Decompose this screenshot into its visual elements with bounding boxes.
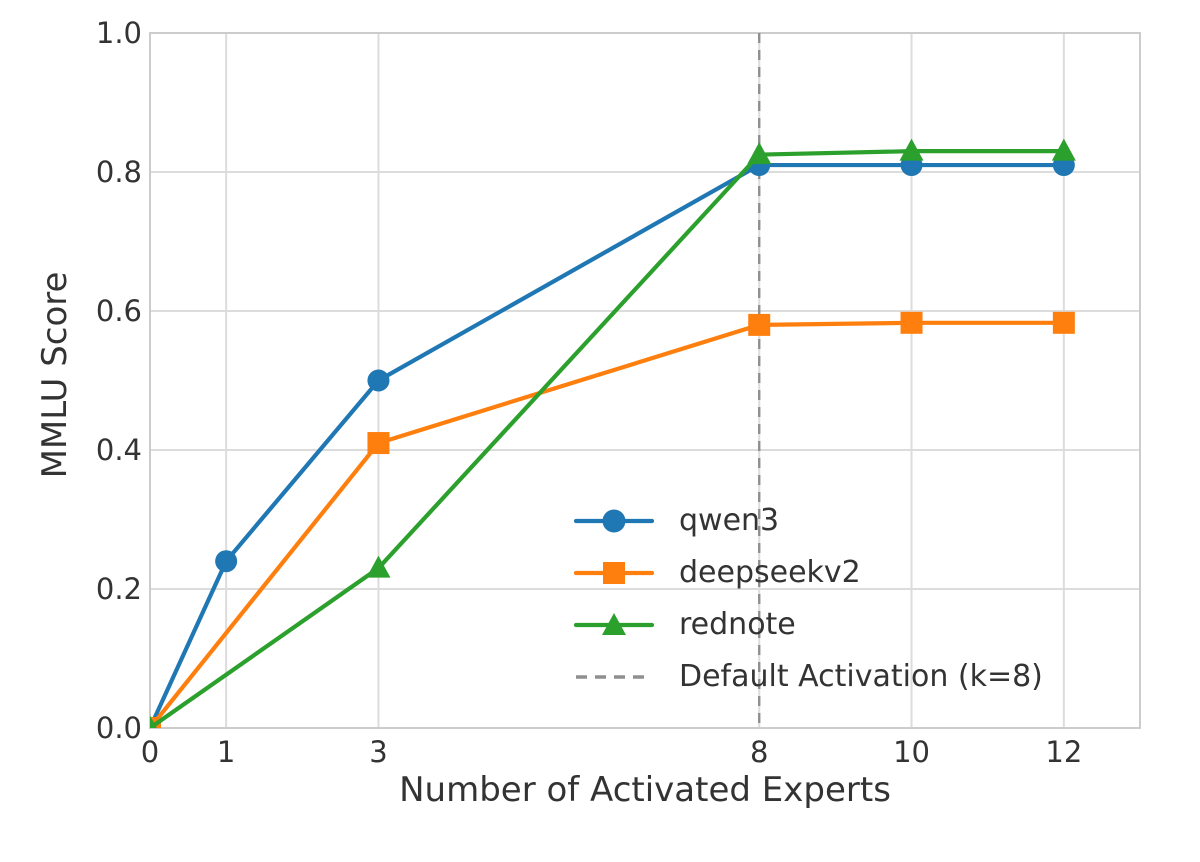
legend-swatch-default-activation [576,675,652,679]
legend-item-default-activation: Default Activation (k=8) [575,651,1043,703]
x-tick-label-0: 0 [141,735,159,769]
series-group [150,138,1076,728]
x-axis-label: Number of Activated Experts [399,770,891,810]
circle-marker-icon [602,509,626,533]
x-tick-label-1: 1 [217,735,235,769]
y-tick-label-1.0: 1.0 [96,16,142,50]
x-tick-label-12: 12 [1045,735,1082,769]
legend-swatch-qwen3 [573,509,655,533]
y-tick-label-0.8: 0.8 [96,155,142,189]
legend: qwen3 deepseekv2 rednote Default Activat… [573,495,1043,703]
legend-item-qwen3: qwen3 [573,495,1043,547]
legend-label-deepseekv2: deepseekv2 [679,555,861,590]
x-tick-label-8: 8 [750,735,768,769]
legend-label-default-activation: Default Activation (k=8) [679,659,1043,694]
series-line-qwen3 [150,162,1066,728]
triangle-marker-rednote [899,138,924,161]
legend-swatch-deepseekv2 [573,562,655,584]
legend-label-qwen3: qwen3 [679,503,780,538]
legend-item-rednote: rednote [573,599,1043,651]
triangle-marker-icon [602,613,626,635]
circle-marker-qwen3 [215,550,238,573]
legend-label-rednote: rednote [679,607,796,642]
circle-marker-qwen3 [367,369,390,392]
square-marker-deepseekv2 [367,432,390,455]
y-tick-label-0.2: 0.2 [96,572,142,606]
square-marker-icon [603,562,625,584]
triangle-marker-rednote [366,555,391,578]
plot-border [149,32,1141,729]
legend-item-deepseekv2: deepseekv2 [573,547,1043,599]
legend-swatch-rednote [573,613,655,635]
triangle-marker-rednote [1051,138,1076,161]
triangle-marker-rednote [747,142,772,165]
triangle-marker-rednote [150,715,157,728]
x-tick-label-10: 10 [893,735,930,769]
square-marker-deepseekv2 [748,313,771,336]
square-marker-deepseekv2 [900,311,923,334]
y-tick-label-0.4: 0.4 [96,433,142,467]
y-axis-label: MMLU Score [35,271,75,479]
x-tick-label-3: 3 [369,735,387,769]
y-tick-label-0.6: 0.6 [96,294,142,328]
y-tick-label-0.0: 0.0 [96,711,142,745]
square-marker-deepseekv2 [1052,311,1075,334]
